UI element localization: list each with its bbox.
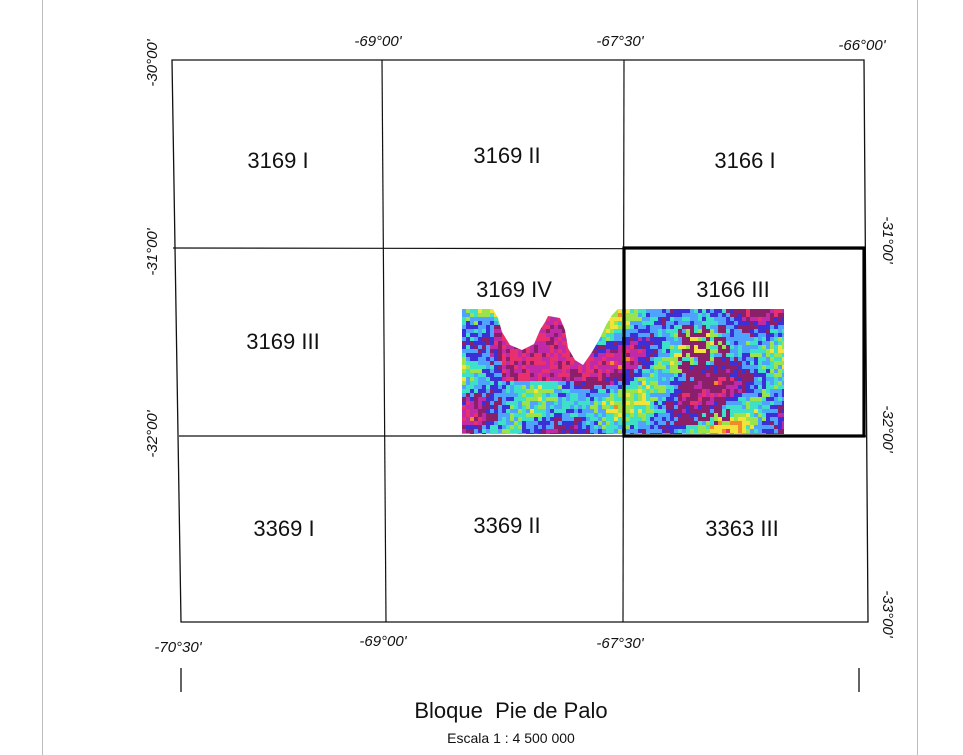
coordinate-labels: -69°00' -67°30' -66°00' -70°30' -69°00' … xyxy=(144,33,896,656)
latitude-label-left: -31°00' xyxy=(144,227,161,275)
sheet-label: 3166 I xyxy=(714,148,775,173)
sheet-label: 3169 III xyxy=(246,329,319,354)
latitude-label-right: -33°00' xyxy=(879,590,896,638)
highlighted-sheet-border xyxy=(622,246,866,438)
sheet-label: 3369 II xyxy=(473,513,540,538)
sheet-label: 3363 III xyxy=(705,516,778,541)
latitude-label-right: -31°00' xyxy=(879,216,896,264)
grid-line-v1 xyxy=(381,59,387,623)
longitude-label-top: -69°00' xyxy=(354,33,402,50)
sheet-label: 3166 III xyxy=(696,277,769,302)
sheet-label: 3169 I xyxy=(247,148,308,173)
grid-outline xyxy=(171,59,869,623)
figure-frame xyxy=(42,0,918,755)
sheet-label: 3369 I xyxy=(253,516,314,541)
longitude-label-bottom: -70°30' xyxy=(154,639,202,656)
map-title: Bloque Pie de Palo xyxy=(414,698,607,723)
longitude-label-bottom: -67°30' xyxy=(596,635,644,652)
latitude-label-left: -30°00' xyxy=(144,38,161,86)
sheet-label: 3169 II xyxy=(473,143,540,168)
longitude-label-bottom: -69°00' xyxy=(359,633,407,650)
longitude-label-top: -67°30' xyxy=(596,33,644,50)
longitude-label-top: -66°00' xyxy=(838,37,886,54)
sheet-label: 3169 IV xyxy=(476,277,552,302)
sheet-labels: 3169 I 3169 II 3166 I 3169 III 3169 IV 3… xyxy=(246,143,778,541)
latitude-label-right: -32°00' xyxy=(879,405,896,453)
latitude-label-left: -32°00' xyxy=(144,409,161,457)
map-scale: Escala 1 : 4 500 000 xyxy=(447,730,575,746)
